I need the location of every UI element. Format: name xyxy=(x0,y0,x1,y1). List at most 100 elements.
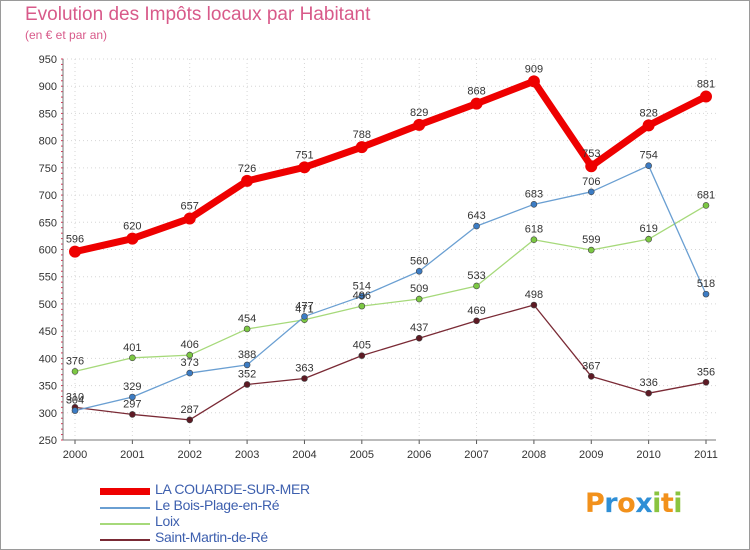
x-tick-label: 2010 xyxy=(636,449,660,461)
data-label: 751 xyxy=(295,149,313,161)
y-tick-label: 900 xyxy=(39,81,57,93)
legend-item-la-couarde: LA COUARDE-SUR-MER xyxy=(100,481,400,500)
data-label: 336 xyxy=(639,377,657,389)
x-tick-label: 2006 xyxy=(407,449,431,461)
data-label: 618 xyxy=(525,224,543,236)
y-tick-label: 850 xyxy=(39,108,57,120)
y-tick-label: 750 xyxy=(39,163,57,175)
y-tick-label: 500 xyxy=(39,299,57,311)
data-label: 363 xyxy=(295,362,313,374)
y-tick-label: 600 xyxy=(39,245,57,257)
data-label: 401 xyxy=(123,342,141,354)
data-label: 619 xyxy=(639,223,657,235)
data-label: 829 xyxy=(410,107,428,119)
data-label: 454 xyxy=(238,313,256,325)
data-label: 310 xyxy=(66,391,84,403)
data-label: 352 xyxy=(238,368,256,380)
y-tick-label: 550 xyxy=(39,272,57,284)
legend-label-la-couarde: LA COUARDE-SUR-MER xyxy=(155,481,310,497)
data-point xyxy=(241,174,254,187)
legend: LA COUARDE-SUR-MER Le Bois-Plage-en-Ré L… xyxy=(100,481,400,548)
data-point xyxy=(587,246,595,254)
data-point xyxy=(183,212,196,225)
data-point xyxy=(71,407,79,414)
data-label: 304 xyxy=(66,395,84,407)
data-label: 498 xyxy=(525,289,543,301)
data-label: 620 xyxy=(123,221,141,233)
data-point xyxy=(473,282,480,290)
legend-swatch-saint-martin xyxy=(100,539,150,541)
data-label: 683 xyxy=(525,188,543,200)
data-labels-layer: 310 297 287 352 363 405 437 469 498 367 336 356 376 4… xyxy=(66,63,715,416)
plot-background xyxy=(63,59,716,440)
y-tick-label: 650 xyxy=(39,217,57,229)
line-chart: 250 300 350 400 450 500 550 600 650 700 750 800 850 9… xyxy=(39,54,718,461)
axes: 250 300 350 400 450 500 550 600 650 700 750 800 850 9… xyxy=(39,54,718,461)
data-label: 469 xyxy=(467,305,485,317)
data-label: 657 xyxy=(181,200,199,212)
data-label: 406 xyxy=(181,339,199,351)
data-point xyxy=(129,354,136,362)
data-label: 681 xyxy=(697,189,715,201)
data-point xyxy=(415,267,423,275)
y-tick-label: 350 xyxy=(39,381,57,393)
legend-label-saint-martin: Saint-Martin-de-Ré xyxy=(155,529,268,545)
chart-subtitle: (en € et par an) xyxy=(25,28,108,42)
data-point xyxy=(301,375,308,382)
data-label: 909 xyxy=(525,63,543,75)
logo-letter: i xyxy=(652,488,661,519)
data-label: 706 xyxy=(582,176,600,188)
data-point xyxy=(645,235,652,243)
data-point xyxy=(186,351,194,359)
data-label: 297 xyxy=(123,398,141,410)
data-point xyxy=(702,379,710,386)
data-point xyxy=(642,119,655,132)
data-point xyxy=(530,201,538,208)
data-label: 881 xyxy=(697,79,715,91)
data-label: 287 xyxy=(181,404,199,416)
legend-item-bois-plage: Le Bois-Plage-en-Ré xyxy=(100,497,400,516)
y-tick-label: 800 xyxy=(39,136,57,148)
x-tick-label: 2011 xyxy=(694,449,718,461)
data-point xyxy=(243,381,251,388)
data-point xyxy=(301,313,308,320)
data-point xyxy=(473,317,480,325)
data-point xyxy=(126,232,139,245)
logo-letter: r xyxy=(604,488,618,519)
data-label: 477 xyxy=(295,300,313,312)
data-label: 868 xyxy=(467,86,485,98)
x-tick-label: 2009 xyxy=(579,449,603,461)
data-point xyxy=(700,90,712,103)
logo-letter: i xyxy=(673,488,683,519)
data-label: 518 xyxy=(697,278,715,290)
data-label: 329 xyxy=(123,381,141,393)
data-label: 496 xyxy=(353,290,371,302)
legend-swatch-loix xyxy=(100,523,150,525)
data-label: 514 xyxy=(353,280,371,292)
data-label: 560 xyxy=(410,255,428,267)
logo-letter: x xyxy=(635,488,653,519)
series-line-0 xyxy=(71,77,710,256)
data-label: 788 xyxy=(353,129,371,141)
data-point xyxy=(186,416,194,424)
data-label: 509 xyxy=(410,283,428,295)
data-point xyxy=(413,118,426,131)
data-point xyxy=(702,202,710,209)
data-label: 356 xyxy=(697,366,715,378)
data-label: 828 xyxy=(639,107,657,119)
data-label: 599 xyxy=(582,234,600,246)
data-point xyxy=(527,75,540,88)
data-label: 367 xyxy=(582,360,600,372)
data-label: 753 xyxy=(582,148,600,160)
data-label: 533 xyxy=(467,270,485,282)
legend-swatch-la-couarde xyxy=(100,488,150,495)
data-point xyxy=(587,373,595,380)
data-label: 376 xyxy=(66,355,84,367)
x-tick-label: 2005 xyxy=(350,449,374,461)
series-layer xyxy=(69,75,712,424)
data-point xyxy=(358,352,366,359)
legend-label-loix: Loix xyxy=(155,513,180,529)
data-point xyxy=(415,295,423,303)
x-tick-label: 2001 xyxy=(120,449,144,461)
data-point xyxy=(645,162,652,169)
